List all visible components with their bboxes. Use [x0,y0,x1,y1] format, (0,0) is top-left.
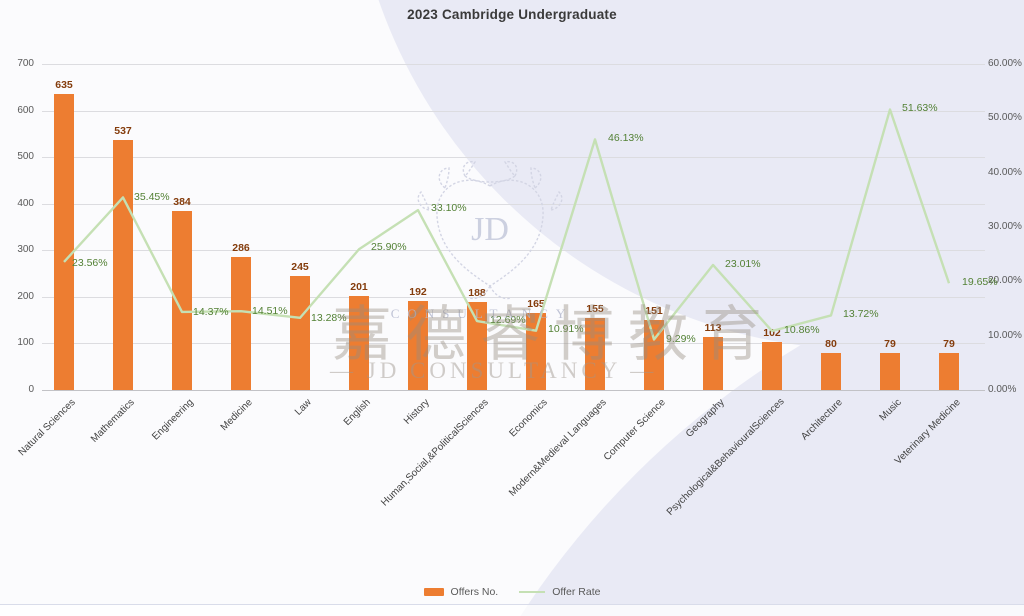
x-axis-category-label: Economics [507,397,550,440]
legend-rate-swatch-icon [519,591,546,593]
x-axis-category-label: Computer Science [601,397,668,463]
offer-rate-value-label: 23.01% [725,257,761,270]
legend-offers-swatch-icon [423,588,444,596]
offers-bar [880,353,900,390]
offers-bar [113,139,133,390]
offer-rate-value-label: 23.56% [72,256,108,269]
offers-bar [349,296,369,390]
y-axis-left-tick: 400 [17,197,34,209]
y-axis-left-tick: 600 [17,104,34,116]
offer-rate-value-label: 25.90% [371,241,407,254]
x-axis-category-label: Modern&Medieval Languages [507,397,609,499]
y-axis-left-tick: 100 [17,337,34,349]
x-axis-category-label: Veterinary Medicine [892,397,963,467]
x-axis-category-label: English [341,397,373,428]
offer-rate-value-label: 13.28% [311,311,347,324]
offer-rate-value-label: 13.72% [843,308,879,321]
gridline [42,110,985,112]
offer-rate-value-label: 10.91% [548,322,584,335]
offers-bar [644,319,664,390]
offers-bar-value-label: 537 [114,124,132,137]
offers-bar-value-label: 635 [55,79,73,92]
y-axis-left-tick: 200 [17,290,34,302]
offer-rate-value-label: 51.63% [902,102,938,115]
offers-bar [290,275,310,390]
chart-title: 2023 Cambridge Undergraduate [407,7,617,22]
offers-bar [54,94,74,390]
x-axis-category-label: Law [293,397,314,418]
offers-bar-value-label: 165 [527,298,545,311]
gridline [42,64,985,65]
legend-offers-label: Offers No. [450,586,499,598]
offers-bar [585,317,605,390]
legend-rate-label: Offer Rate [552,586,601,598]
offer-rate-value-label: 12.69% [490,314,526,327]
bottom-divider [0,604,1024,605]
offer-rate-value-label: 14.51% [252,305,288,318]
gridline [42,157,985,159]
y-axis-right-tick: 40.00% [988,166,1022,178]
y-axis-left-tick: 300 [17,244,34,256]
offers-bar-value-label: 192 [409,285,427,298]
bottom-margin-strip [0,605,1024,616]
offers-bar [467,302,487,390]
offers-bar [821,352,841,390]
y-axis-right-tick: 0.00% [988,384,1017,395]
y-axis-right-tick: 30.00% [988,221,1022,232]
chart-legend: Offers No. Offer Rate [0,586,1024,598]
offers-bar-value-label: 155 [586,302,604,315]
y-axis-right-tick: 20.00% [988,275,1022,287]
offers-bar [526,313,546,390]
offers-bar-value-label: 286 [232,241,250,254]
offers-bar-value-label: 79 [943,338,955,351]
y-axis-right-tick: 50.00% [988,112,1022,124]
offers-bar-value-label: 188 [468,287,486,300]
offers-bar [408,300,428,390]
offers-bar [939,353,959,390]
offers-bar-value-label: 80 [825,337,837,350]
x-axis-category-label: Geography [684,397,727,440]
offers-bar-value-label: 201 [350,281,368,294]
offers-bar-value-label: 245 [291,260,309,273]
x-axis-category-label: Psychological&BehaviouralSciences [664,396,787,518]
offers-bar-value-label: 151 [645,304,663,317]
offers-bar [172,211,192,390]
gridline [42,390,985,391]
y-axis-right-tick: 60.00% [988,58,1022,69]
gridline [42,343,985,345]
offer-rate-value-label: 35.45% [134,191,170,204]
offer-rate-value-label: 19.65% [962,276,998,289]
offer-rate-value-label: 33.10% [431,202,467,215]
y-axis-left-tick: 500 [17,151,34,163]
offers-bar [762,342,782,390]
x-axis-category-label: Human,Social,&PoliticalSciences [379,397,491,509]
x-axis-category-label: Engineering [150,397,196,443]
offers-bar [231,256,251,390]
offer-rate-value-label: 10.86% [784,323,820,336]
offer-rate-value-label: 14.37% [193,305,229,318]
x-axis-category-label: Music [877,397,904,424]
offer-rate-value-label: 46.13% [608,132,644,145]
offers-bar [703,337,723,390]
x-axis-category-label: History [401,397,432,427]
x-axis-category-label: Medicine [218,397,255,434]
y-axis-right-tick: 10.00% [988,329,1022,341]
x-axis-category-label: Architecture [799,397,845,443]
offers-bar-value-label: 79 [884,338,896,351]
y-axis-left-tick: 700 [17,58,34,69]
y-axis-left-tick: 0 [28,384,34,395]
offer-rate-value-label: 9.29% [666,332,696,345]
x-axis-category-label: Mathematics [88,397,137,445]
